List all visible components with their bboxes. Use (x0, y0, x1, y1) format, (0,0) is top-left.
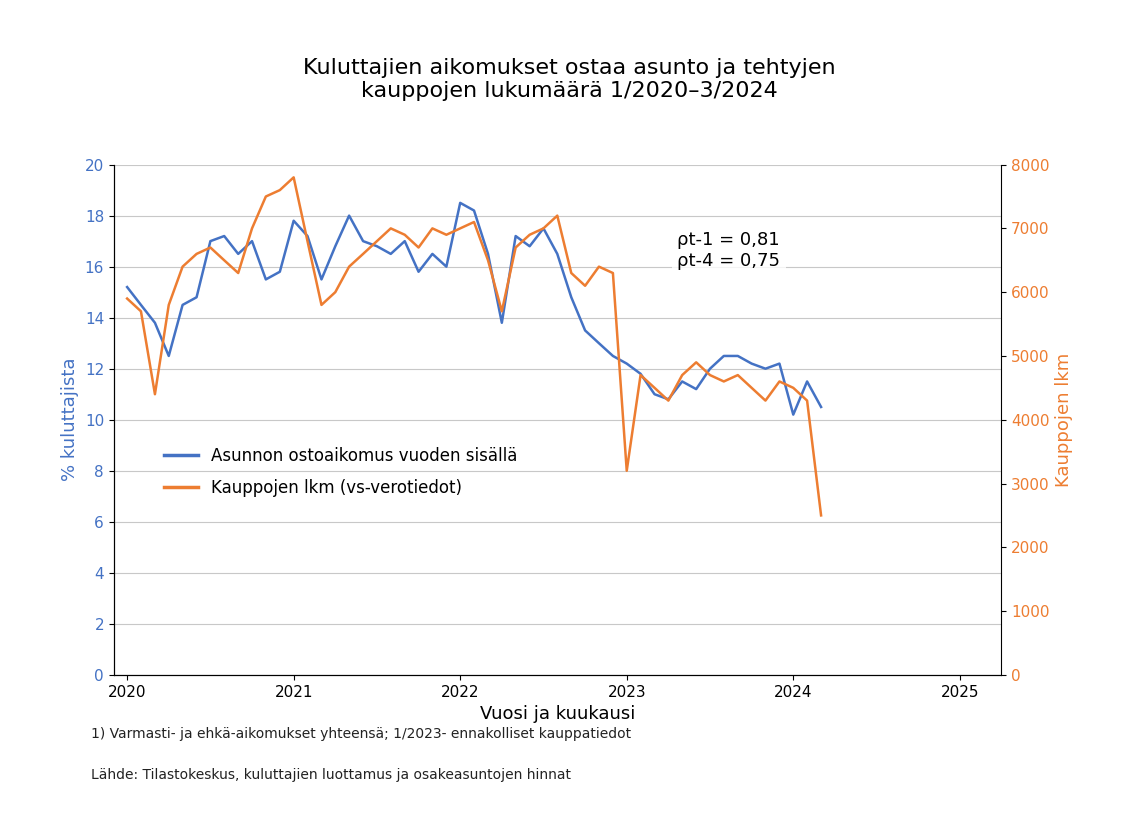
Kauppojen lkm (vs-verotiedot) (121, 294, 134, 304)
Y-axis label: Kauppojen lkm: Kauppojen lkm (1055, 352, 1073, 487)
Kauppojen lkm (vs-verotiedot) (356, 249, 370, 258)
Text: ρt-1 = 0,81
ρt-4 = 0,75: ρt-1 = 0,81 ρt-4 = 0,75 (677, 231, 781, 270)
Line: Asunnon ostoaikomus vuoden sisällä: Asunnon ostoaikomus vuoden sisällä (127, 202, 822, 415)
Kauppojen lkm (vs-verotiedot) (273, 185, 287, 195)
Kauppojen lkm (vs-verotiedot) (634, 370, 648, 380)
Kauppojen lkm (vs-verotiedot) (815, 510, 828, 520)
Kauppojen lkm (vs-verotiedot) (592, 262, 605, 272)
Legend: Asunnon ostoaikomus vuoden sisällä, Kauppojen lkm (vs-verotiedot): Asunnon ostoaikomus vuoden sisällä, Kaup… (158, 440, 523, 503)
Text: Lähde: Tilastokeskus, kuluttajien luottamus ja osakeasuntojen hinnat: Lähde: Tilastokeskus, kuluttajien luotta… (91, 768, 571, 782)
Text: 1) Varmasti- ja ehkä-aikomukset yhteensä; 1/2023- ennakolliset kauppatiedot: 1) Varmasti- ja ehkä-aikomukset yhteensä… (91, 727, 632, 741)
Asunnon ostoaikomus vuoden sisällä (453, 198, 467, 207)
Kauppojen lkm (vs-verotiedot) (287, 172, 300, 182)
Kauppojen lkm (vs-verotiedot) (800, 396, 814, 406)
Line: Kauppojen lkm (vs-verotiedot): Kauppojen lkm (vs-verotiedot) (127, 177, 822, 515)
X-axis label: Vuosi ja kuukausi: Vuosi ja kuukausi (480, 705, 635, 723)
Asunnon ostoaikomus vuoden sisällä (592, 338, 605, 348)
Asunnon ostoaikomus vuoden sisällä (634, 369, 648, 379)
Asunnon ostoaikomus vuoden sisällä (800, 377, 814, 387)
Asunnon ostoaikomus vuoden sisällä (815, 402, 828, 412)
Asunnon ostoaikomus vuoden sisällä (121, 282, 134, 292)
Kauppojen lkm (vs-verotiedot) (343, 262, 356, 272)
Asunnon ostoaikomus vuoden sisällä (273, 267, 287, 277)
Text: Kuluttajien aikomukset ostaa asunto ja tehtyjen
kauppojen lukumäärä 1/2020–3/202: Kuluttajien aikomukset ostaa asunto ja t… (303, 58, 835, 100)
Y-axis label: % kuluttajista: % kuluttajista (61, 358, 80, 481)
Asunnon ostoaikomus vuoden sisällä (343, 211, 356, 221)
Asunnon ostoaikomus vuoden sisällä (329, 241, 343, 251)
Asunnon ostoaikomus vuoden sisällä (786, 410, 800, 420)
